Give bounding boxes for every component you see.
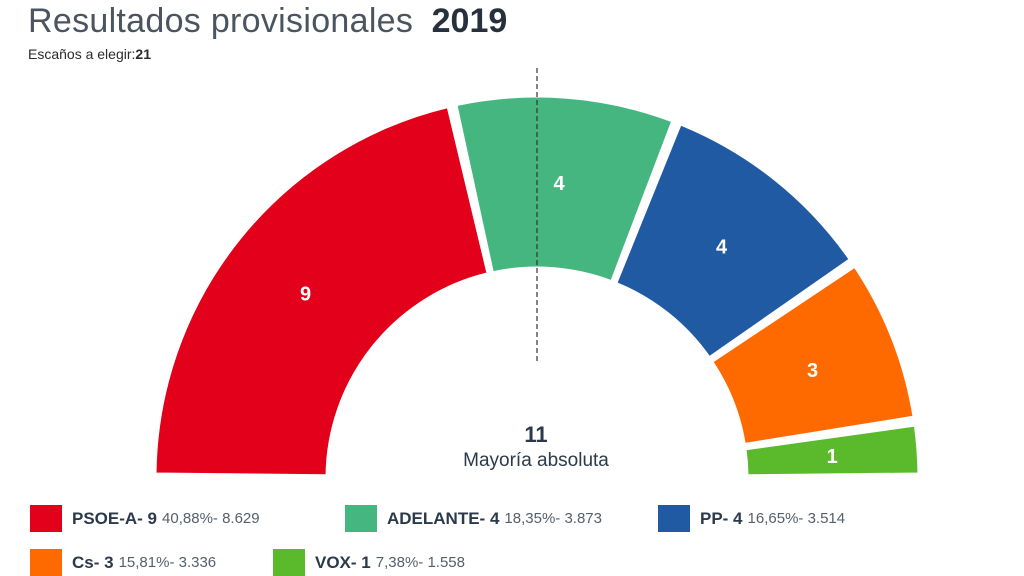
legend-swatch-psoe-a (30, 505, 62, 532)
legend-item-pp: PP- 4 16,65%- 3.514 (658, 505, 845, 532)
seat-segment-adelante (454, 94, 675, 284)
seat-label-pp: 4 (716, 237, 728, 259)
legend-stats-cs: 15,81%- 3.336 (118, 554, 217, 571)
chart-title: Resultados provisionales (28, 2, 414, 40)
seats-label: Escaños a elegir: (28, 46, 136, 62)
legend-party-psoe-a: PSOE-A- 9 (72, 508, 158, 528)
chart-year: 2019 (431, 2, 508, 40)
seat-segment-pp (613, 121, 853, 360)
legend-stats-vox: 7,38%- 1.558 (375, 554, 465, 571)
legend-swatch-cs (30, 549, 62, 576)
legend-item-cs: Cs- 3 15,81%- 3.336 (30, 549, 216, 576)
majority-indicator: 11 Mayoría absoluta (436, 422, 636, 472)
legend-swatch-pp (658, 505, 690, 532)
legend-swatch-vox (273, 549, 305, 576)
legend-item-vox: VOX- 1 7,38%- 1.558 (273, 549, 465, 576)
legend-item-psoe-a: PSOE-A- 9 40,88%- 8.629 (30, 505, 260, 532)
legend-party-vox: VOX- 1 (315, 552, 371, 572)
majority-label: Mayoría absoluta (463, 450, 609, 471)
legend-stats-psoe-a: 40,88%- 8.629 (162, 510, 260, 527)
title-row: Resultados provisionales 2019 (28, 2, 507, 41)
seat-label-vox: 1 (827, 446, 838, 468)
legend-party-adelante: ADELANTE- 4 (387, 508, 500, 528)
seats-value: 21 (135, 46, 151, 62)
seat-segment-vox (743, 423, 921, 478)
seat-label-cs: 3 (807, 360, 818, 382)
legend-stats-pp: 16,65%- 3.514 (747, 510, 846, 527)
seats-to-elect: Escaños a elegir:21 (28, 46, 151, 62)
legend-party-cs: Cs- 3 (72, 552, 114, 572)
majority-value: 11 (524, 422, 548, 447)
legend-party-pp: PP- 4 (700, 508, 743, 528)
seat-segment-psoe-a (153, 104, 490, 478)
seat-segment-cs (709, 264, 916, 447)
hemicycle-chart: 9 4 4 3 1 (153, 68, 921, 478)
seat-label-adelante: 4 (554, 173, 566, 195)
seat-label-psoe-a: 9 (300, 283, 311, 305)
legend-item-adelante: ADELANTE- 4 18,35%- 3.873 (345, 505, 602, 532)
legend-swatch-adelante (345, 505, 377, 532)
legend-stats-adelante: 18,35%- 3.873 (504, 510, 602, 527)
